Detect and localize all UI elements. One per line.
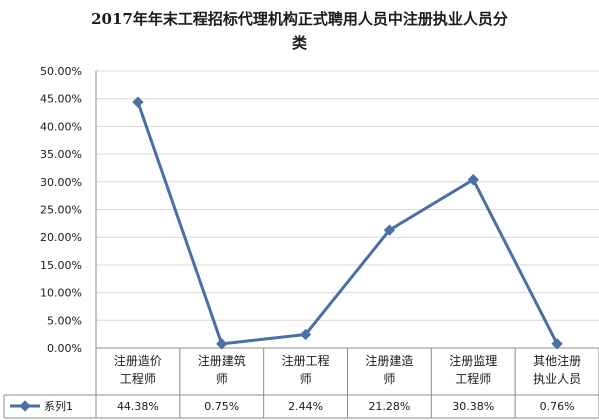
data-point <box>132 96 144 108</box>
x-category-label: 注册建造 <box>365 353 413 368</box>
data-point <box>216 338 228 350</box>
x-category-label: 师 <box>300 372 312 386</box>
x-category-label: 师 <box>383 372 395 386</box>
y-axis-ticks: 0.00% 5.00% 10.00% 15.00% 20.00% 25.00% 30.00%… <box>40 65 82 355</box>
x-category-label: 工程师 <box>120 371 156 386</box>
x-category-label: 工程师 <box>455 371 491 386</box>
y-tick-label: 50.00% <box>40 65 82 78</box>
data-table-value: 0.76% <box>540 400 575 413</box>
x-category-label: 注册建筑 <box>198 353 246 368</box>
data-table-value: 30.38% <box>452 400 494 413</box>
y-tick-label: 30.00% <box>40 176 82 189</box>
y-tick-label: 10.00% <box>40 287 82 300</box>
y-tick-label: 0.00% <box>47 342 82 355</box>
gridlines <box>96 70 599 321</box>
y-tick-label: 15.00% <box>40 259 82 272</box>
chart-title-line: 2017年年末工程招标代理机构正式聘用人员中注册执业人员分 <box>91 10 508 28</box>
data-table-value: 21.28% <box>368 400 410 413</box>
x-category-label: 其他注册 <box>533 353 581 368</box>
chart-title-line: 类 <box>292 34 308 52</box>
series-line-group <box>132 96 563 350</box>
data-table-value: 2.44% <box>288 400 323 413</box>
data-point <box>467 174 479 186</box>
data-point <box>299 328 312 341</box>
y-tick-label: 20.00% <box>40 231 82 244</box>
y-tick-label: 35.00% <box>40 148 82 161</box>
y-tick-label: 25.00% <box>40 204 82 217</box>
data-point <box>383 224 396 236</box>
data-table-value: 0.75% <box>204 400 239 413</box>
legend-marker-swatch <box>19 400 31 412</box>
y-tick-label: 45.00% <box>40 93 82 106</box>
y-tick-label: 5.00% <box>47 314 82 327</box>
x-category-label: 注册监理 <box>449 353 497 368</box>
series-line <box>136 101 559 346</box>
x-category-label: 执业人员 <box>533 372 581 386</box>
data-table-value: 44.38% <box>117 400 159 413</box>
x-category-label: 注册造价 <box>114 353 162 368</box>
y-tick-label: 40.00% <box>40 120 82 133</box>
legend-series-name: 系列1 <box>44 399 73 413</box>
x-category-label: 注册工程 <box>282 353 330 368</box>
x-category-label: 师 <box>216 372 228 386</box>
data-point <box>551 338 563 350</box>
